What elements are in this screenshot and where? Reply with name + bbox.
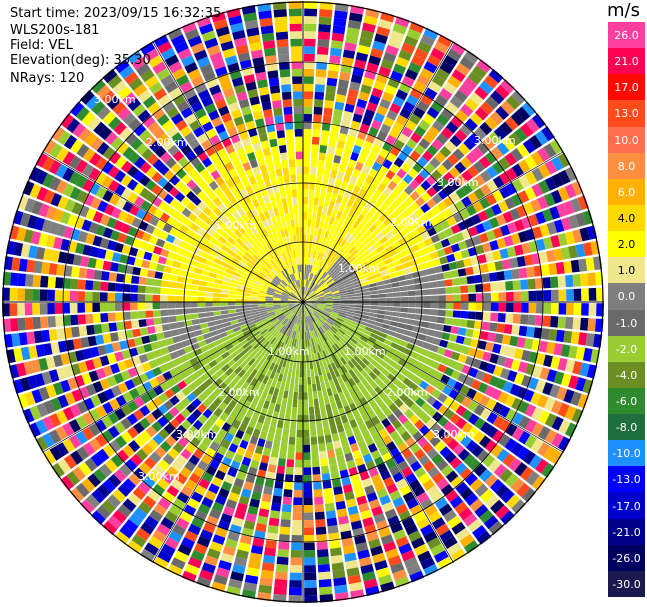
- azimuth-spoke: [302, 301, 454, 563]
- colorbar-segment: [608, 414, 645, 441]
- colorbar-segment: [608, 257, 645, 284]
- colorbar-tick-label: -6.0: [615, 394, 638, 408]
- start-time-text: Start time: 2023/09/15 16:32:35: [10, 6, 222, 21]
- colorbar-segment: [608, 204, 645, 232]
- range-ring-label: 2.00km: [386, 386, 428, 399]
- colorbar-tick-label: 6.0: [617, 185, 636, 199]
- colorbar-tick-label: 26.0: [614, 29, 639, 43]
- colorbar-tick-label: 8.0: [617, 159, 636, 173]
- range-ring-label: 3.00km: [176, 428, 218, 441]
- instrument-name-text: WLS200s-181: [10, 23, 100, 38]
- range-ring-label: 3.00km: [437, 176, 479, 189]
- colorbar-segment: [608, 466, 645, 493]
- range-ring-label: 3.00km: [138, 470, 180, 483]
- elevation-text: Elevation(deg): 35.30: [10, 53, 151, 68]
- range-ring-label: 2.00km: [390, 216, 432, 229]
- colorbar-segment: [608, 570, 645, 598]
- range-ring-label: 1.00km: [344, 345, 386, 358]
- colorbar-segment: [608, 309, 645, 337]
- range-ring-label: 3.00km: [474, 134, 516, 147]
- colorbar-segment: [608, 22, 645, 49]
- colorbar-segment: [608, 74, 645, 101]
- range-ring-label: 2.00km: [146, 136, 188, 149]
- colorbar-segment: [608, 544, 645, 572]
- azimuth-spoke: [302, 301, 564, 453]
- colorbar-tick-label: -13.0: [612, 473, 641, 487]
- colorbar-tick-label: 17.0: [614, 81, 639, 95]
- colorbar-segment: [608, 387, 645, 415]
- range-ring-label: 1.00km: [338, 262, 380, 275]
- colorbar-tick-label: -1.0: [615, 316, 638, 330]
- nrays-text: NRays: 120: [10, 71, 85, 86]
- colorbar-segment: [608, 178, 645, 206]
- colorbar-segment: [608, 492, 645, 520]
- azimuth-spoke: [152, 301, 304, 563]
- colorbar-tick-label: -8.0: [615, 421, 638, 435]
- azimuth-spoke: [302, 41, 454, 303]
- field-text: Field: VEL: [10, 38, 73, 53]
- colorbar-segment: [608, 126, 645, 154]
- colorbar-tick-label: -21.0: [612, 525, 641, 539]
- colorbar-tick-label: -4.0: [615, 368, 638, 382]
- range-ring-label: 1.00km: [215, 219, 257, 232]
- colorbar-segment: [608, 283, 645, 310]
- colorbar-tick-label: 13.0: [614, 107, 639, 121]
- colorbar-unit-label: m/s: [607, 0, 640, 21]
- azimuth-spoke: [42, 301, 304, 453]
- colorbar-segment: [608, 440, 645, 467]
- colorbar-segment: [608, 361, 645, 389]
- colorbar-segment: [608, 100, 645, 128]
- azimuth-spoke: [152, 41, 304, 303]
- range-ring-label: 3.00km: [433, 428, 475, 441]
- colorbar-tick-label: -30.0: [612, 577, 641, 591]
- colorbar-segment: [608, 335, 645, 363]
- colorbar-segment: [608, 48, 645, 75]
- range-ring-label: 1.00km: [268, 345, 310, 358]
- colorbar-segment: [608, 518, 645, 546]
- colorbar-tick-label: 21.0: [614, 55, 639, 69]
- colorbar-tick-label: 10.0: [614, 133, 639, 147]
- radar-gates: [2, 1, 604, 603]
- velocity-colorbar: 26.0 21.0 17.0 13.0 10.0 8.0 6.0 4.0 2.0 1.0 0.0 -1…: [608, 22, 645, 598]
- colorbar-segment: [608, 231, 645, 258]
- range-ring-label: 2.00km: [218, 386, 260, 399]
- colorbar-tick-label: 4.0: [617, 212, 636, 226]
- colorbar-tick-label: 1.0: [617, 264, 636, 278]
- colorbar-segment: [608, 152, 645, 180]
- azimuth-spoke: [42, 151, 304, 303]
- range-ring-label: 3.00km: [94, 93, 136, 106]
- colorbar-tick-label: -26.0: [612, 551, 641, 565]
- colorbar-tick-label: 0.0: [617, 290, 636, 304]
- colorbar-tick-label: -2.0: [615, 342, 638, 356]
- colorbar-tick-label: -17.0: [612, 499, 641, 513]
- colorbar-tick-label: -10.0: [612, 447, 641, 461]
- azimuth-spoke: [302, 151, 564, 303]
- radar-ppi-plot: 1.00km 1.00km 1.00km 1.00km 2.00km 2.00km 2.00…: [2, 1, 604, 603]
- colorbar-tick-label: 2.0: [617, 238, 636, 252]
